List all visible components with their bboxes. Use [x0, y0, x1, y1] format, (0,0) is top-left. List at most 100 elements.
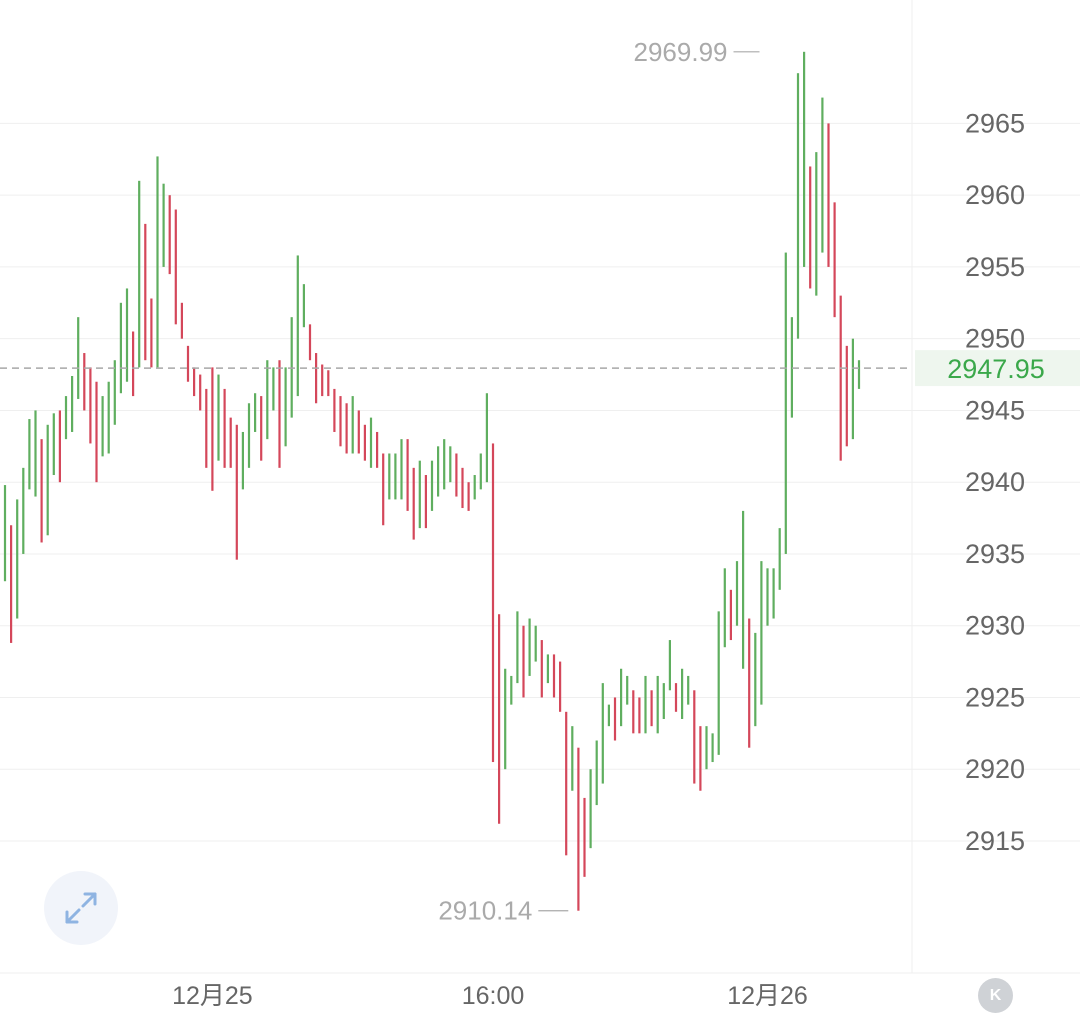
- price-bar: [308, 324, 312, 361]
- price-bar: [376, 431, 379, 468]
- price-bar: [345, 403, 348, 454]
- price-bar: [418, 460, 421, 529]
- price-bar: [723, 568, 726, 648]
- y-tick-label: 2930: [965, 611, 1025, 641]
- price-bar: [272, 367, 275, 411]
- price-bar: [46, 424, 49, 536]
- price-bar: [638, 697, 641, 734]
- price-bar: [394, 453, 397, 500]
- y-tick-label: 2945: [965, 395, 1025, 425]
- price-bar: [333, 388, 336, 432]
- price-bar: [321, 364, 324, 397]
- price-bar: [217, 374, 220, 461]
- price-bar: [546, 654, 549, 684]
- price-bar: [351, 396, 354, 454]
- price-bar: [34, 410, 37, 497]
- price-bar: [815, 152, 818, 296]
- low-annotation-label: 2910.14: [438, 896, 532, 926]
- price-bar: [437, 446, 440, 497]
- k-button-label: K: [989, 986, 1002, 1004]
- expand-button[interactable]: [44, 871, 118, 945]
- price-bar: [650, 690, 653, 727]
- price-bar: [107, 381, 110, 454]
- price-bar: [467, 482, 470, 511]
- price-bar: [382, 453, 385, 526]
- price-bar: [327, 370, 330, 397]
- price-bar: [449, 446, 452, 483]
- y-tick-label: 2960: [965, 180, 1025, 210]
- x-tick-label: 12月26: [727, 982, 808, 1010]
- price-bar: [199, 374, 202, 411]
- price-bar: [534, 625, 537, 662]
- price-bar: [16, 499, 19, 619]
- price-bar: [687, 675, 690, 705]
- price-bar: [424, 475, 427, 529]
- price-bar: [89, 367, 92, 444]
- price-bar: [205, 388, 208, 468]
- price-bar: [821, 97, 824, 253]
- price-bar: [455, 453, 458, 497]
- price-bar: [339, 396, 342, 447]
- price-bar: [607, 704, 610, 727]
- price-bar: [717, 611, 720, 755]
- price-bar: [601, 683, 604, 784]
- price-bar: [516, 611, 519, 684]
- price-bar: [681, 668, 684, 719]
- price-bar: [742, 510, 745, 669]
- price-bar: [266, 360, 269, 440]
- price-bar: [613, 697, 617, 741]
- price-bar: [491, 443, 495, 763]
- price-bar: [772, 568, 775, 619]
- price-bar: [583, 797, 586, 877]
- price-bar: [150, 298, 153, 368]
- price-bar: [138, 180, 141, 368]
- price-bar: [52, 413, 55, 476]
- price-bar: [125, 288, 129, 382]
- price-bar: [522, 625, 525, 698]
- price-bar: [845, 345, 848, 447]
- price-bar: [241, 431, 244, 490]
- price-bar: [827, 123, 830, 267]
- price-bar: [162, 183, 165, 267]
- price-bar: [473, 475, 476, 500]
- price-bar: [119, 302, 122, 394]
- current-price-label: 2947.95: [947, 354, 1045, 384]
- price-bar: [766, 568, 769, 626]
- price-bar: [644, 675, 647, 734]
- x-tick-label: 16:00: [462, 982, 525, 1010]
- price-bar: [711, 733, 714, 763]
- price-bar: [656, 675, 659, 734]
- price-bar: [315, 353, 318, 404]
- price-bar: [620, 668, 623, 727]
- price-bar: [839, 295, 842, 461]
- price-bar: [748, 618, 751, 748]
- y-tick-label: 2955: [965, 252, 1025, 282]
- price-bar: [760, 561, 763, 705]
- price-bar: [632, 690, 635, 734]
- price-bar: [528, 618, 531, 676]
- price-bar: [260, 396, 263, 461]
- price-bar: [626, 675, 629, 705]
- price-bar: [58, 410, 61, 483]
- price-bar: [40, 439, 43, 543]
- price-bar: [778, 528, 781, 590]
- price-bar: [479, 453, 482, 490]
- price-bar: [3, 485, 7, 582]
- price-bar: [565, 711, 568, 856]
- price-bar: [693, 690, 696, 784]
- price-bar: [498, 614, 501, 824]
- price-bar: [485, 393, 488, 483]
- price-bar: [705, 726, 708, 770]
- price-bar: [254, 393, 257, 432]
- price-bar: [577, 747, 580, 911]
- y-tick-label: 2935: [965, 539, 1025, 569]
- price-bar: [803, 51, 806, 267]
- k-line-toggle-button[interactable]: K: [978, 978, 1013, 1013]
- price-bar: [784, 252, 787, 554]
- price-bar: [589, 769, 592, 849]
- price-bar: [412, 467, 415, 540]
- price-bar: [193, 367, 196, 397]
- price-bar: [357, 410, 360, 454]
- y-tick-label: 2950: [965, 324, 1025, 354]
